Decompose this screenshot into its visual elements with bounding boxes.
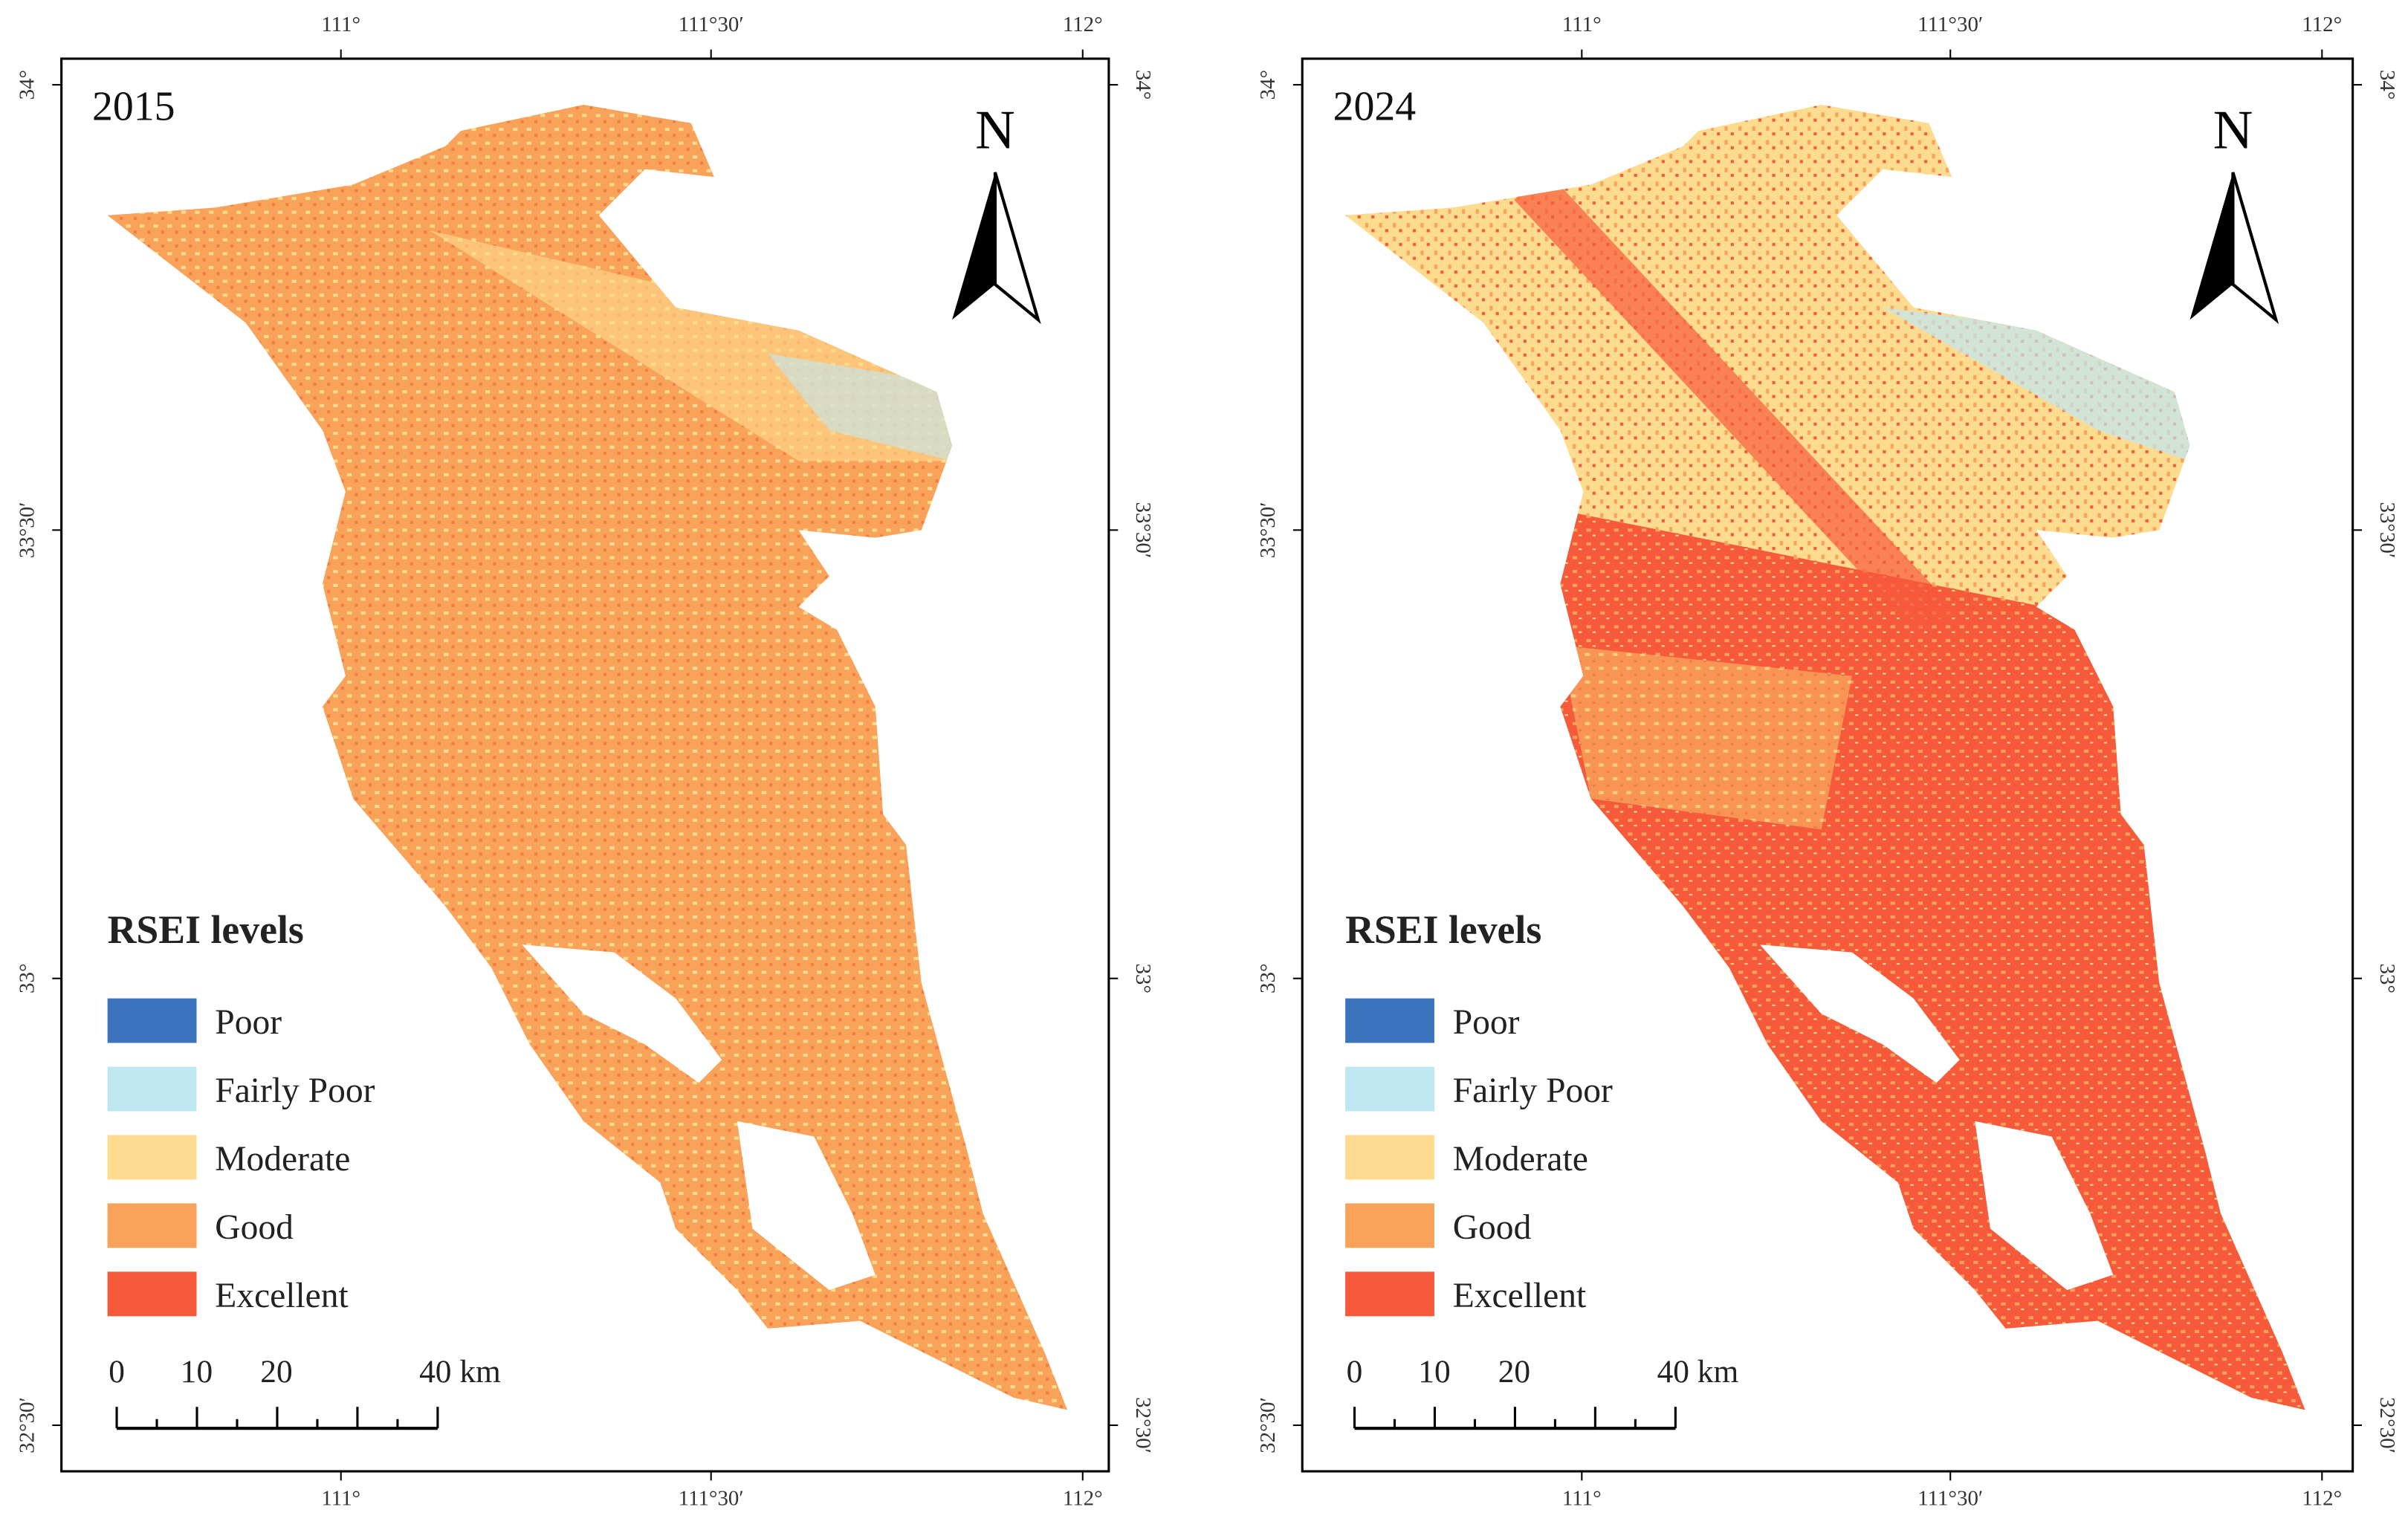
- legend-label: Fairly Poor: [1453, 1072, 1613, 1110]
- panel-2024: 2024 111° 111°30′ 112° 111° 111°30′ 112° 34° 33°…: [1256, 13, 2399, 1511]
- top-tick-label: 111°: [1562, 13, 1602, 36]
- left-tick-label: 32°30′: [1256, 1397, 1280, 1453]
- legend-title: RSEI levels: [108, 907, 304, 952]
- scale-label: 0: [109, 1354, 125, 1390]
- bottom-tick-label: 111°: [321, 1486, 360, 1510]
- panel-2015: 2015 111° 111°30′ 112° 111° 111°30′ 112° 34° 33°…: [15, 13, 1155, 1511]
- legend-label: Moderate: [1453, 1140, 1588, 1179]
- left-tick-label: 33°: [15, 963, 39, 993]
- legend-swatch: [107, 1203, 197, 1248]
- reservoir: [737, 1121, 876, 1291]
- map-frame: [1301, 57, 2354, 1473]
- bottom-tick-label: 112°: [1063, 1486, 1103, 1510]
- north-arrow: [2189, 172, 2233, 320]
- right-tick-label: 33°: [1131, 963, 1155, 993]
- scale-label: 40 km: [419, 1354, 501, 1390]
- top-tick-label: 112°: [2302, 13, 2342, 36]
- left-tick-label: 33°30′: [15, 502, 39, 559]
- legend-swatch: [107, 998, 197, 1043]
- left-tick-label: 33°30′: [1256, 502, 1280, 559]
- scale-label: 10: [1418, 1354, 1450, 1390]
- top-tick-label: 112°: [1063, 13, 1103, 36]
- legend-label: Moderate: [215, 1140, 350, 1179]
- legend-swatch: [1345, 1066, 1434, 1112]
- legend-swatch: [107, 1271, 197, 1317]
- legend-label: Poor: [1453, 1003, 1520, 1042]
- scale-label: 40 km: [1657, 1354, 1739, 1390]
- scale-label: 10: [181, 1354, 213, 1390]
- bottom-tick-label: 111°30′: [1917, 1486, 1983, 1510]
- right-tick-label: 33°: [2375, 963, 2399, 993]
- north-arrow: [2231, 172, 2279, 325]
- right-tick-label: 34°: [2375, 70, 2399, 100]
- right-tick-label: 33°30′: [2375, 502, 2399, 559]
- map-frame: [60, 57, 1110, 1473]
- north-label: N: [2213, 100, 2253, 161]
- left-tick-label: 34°: [1256, 70, 1280, 100]
- legend-label: Good: [1453, 1208, 1532, 1247]
- top-tick-label: 111°30′: [1917, 13, 1983, 36]
- reservoir: [1760, 944, 1960, 1083]
- right-tick-label: 32°30′: [1131, 1397, 1155, 1453]
- legend-swatch: [1345, 1203, 1434, 1248]
- bottom-tick-label: 111°30′: [679, 1486, 744, 1510]
- legend-label: Good: [215, 1208, 294, 1247]
- top-tick-label: 111°30′: [679, 13, 744, 36]
- legend-title: RSEI levels: [1345, 907, 1541, 952]
- legend-label: Excellent: [215, 1277, 348, 1315]
- legend-swatch: [107, 1135, 197, 1180]
- north-arrow: [993, 172, 1041, 325]
- right-tick-label: 34°: [1131, 70, 1155, 100]
- legend-label: Excellent: [1453, 1277, 1586, 1315]
- legend-label: Fairly Poor: [215, 1072, 375, 1110]
- north-label: N: [975, 100, 1015, 161]
- scale-label: 20: [1498, 1354, 1530, 1390]
- left-tick-label: 32°30′: [15, 1397, 39, 1453]
- bottom-tick-label: 111°: [1562, 1486, 1602, 1510]
- bottom-tick-label: 112°: [2302, 1486, 2342, 1510]
- legend-swatch: [1345, 1135, 1434, 1180]
- reservoir: [522, 944, 722, 1083]
- legend-swatch: [107, 1066, 197, 1112]
- left-tick-label: 34°: [15, 70, 39, 100]
- right-tick-label: 33°30′: [1131, 502, 1155, 559]
- top-tick-label: 111°: [321, 13, 360, 36]
- left-tick-label: 33°: [1256, 963, 1280, 993]
- legend-swatch: [1345, 998, 1434, 1043]
- scale-label: 0: [1347, 1354, 1363, 1390]
- right-tick-label: 32°30′: [2375, 1397, 2399, 1453]
- scale-label: 20: [260, 1354, 292, 1390]
- year-label: 2015: [92, 84, 175, 130]
- legend-swatch: [1345, 1271, 1434, 1317]
- reservoir: [1975, 1121, 2114, 1291]
- legend-label: Poor: [215, 1003, 282, 1042]
- year-label: 2024: [1333, 84, 1417, 130]
- north-arrow: [952, 172, 995, 320]
